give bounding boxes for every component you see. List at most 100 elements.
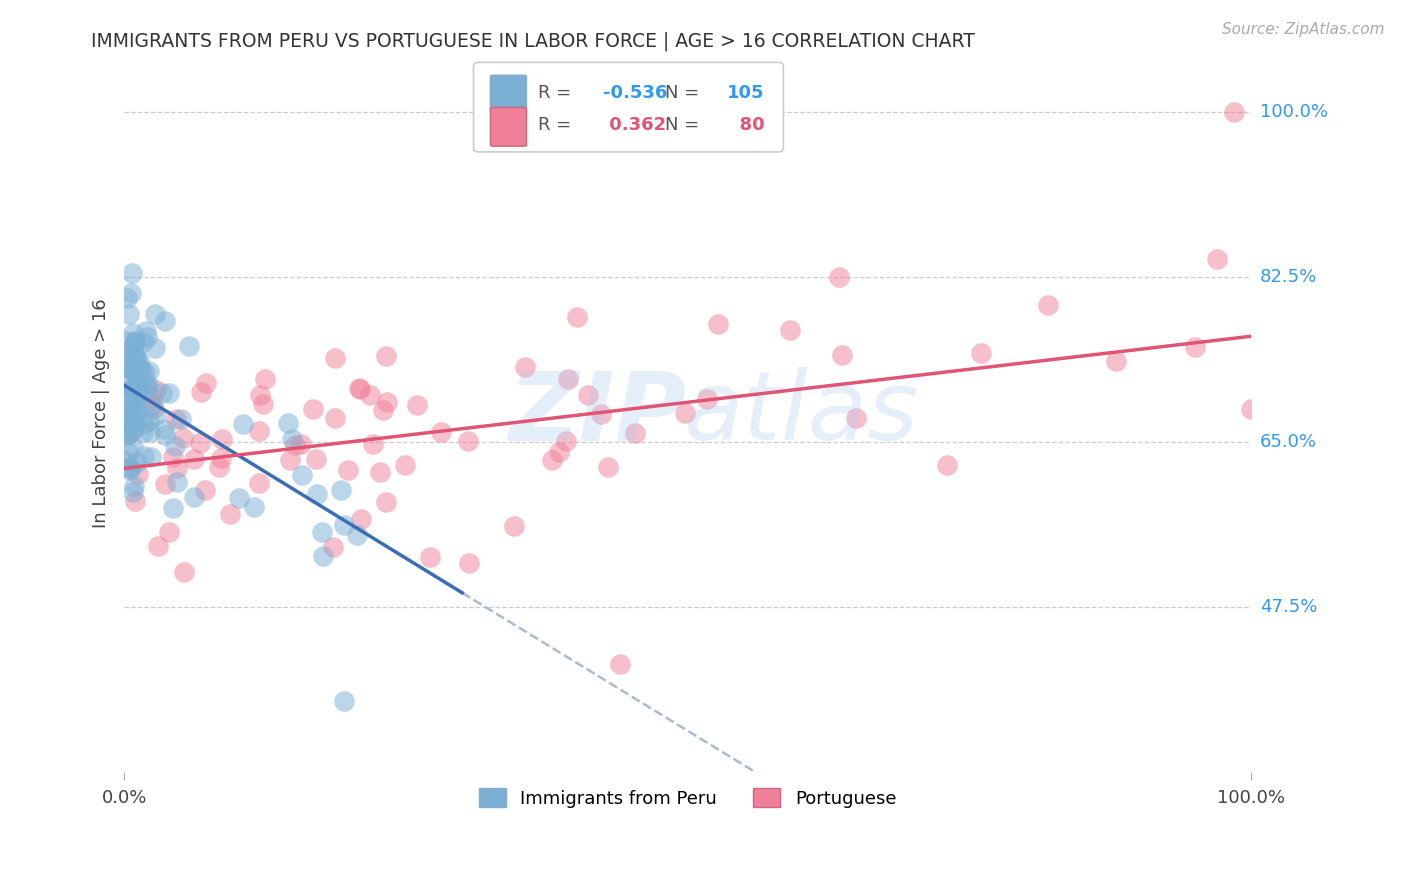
Point [122, 420, 145, 434]
Point [118, 400, 141, 414]
Point [349, 381, 371, 395]
Point [141, 398, 163, 412]
Point [122, 485, 145, 500]
Point [139, 425, 162, 439]
Point [208, 459, 231, 474]
Point [125, 389, 148, 403]
Text: Source: ZipAtlas.com: Source: ZipAtlas.com [1222, 22, 1385, 37]
Point [122, 326, 145, 340]
Point [159, 385, 181, 400]
Point [541, 453, 564, 467]
Point [323, 411, 346, 425]
Point [150, 385, 173, 400]
Point [118, 460, 141, 475]
Point [121, 417, 143, 431]
Point [129, 384, 152, 399]
Point [117, 444, 139, 458]
Text: 47.5%: 47.5% [1260, 598, 1317, 616]
Point [363, 437, 385, 451]
Point [135, 324, 157, 338]
Point [373, 403, 395, 417]
Point [136, 330, 159, 344]
Point [122, 416, 145, 430]
Point [125, 455, 148, 469]
Point [247, 475, 270, 490]
Y-axis label: In Labor Force | Age > 16: In Labor Force | Age > 16 [93, 299, 110, 528]
Point [124, 345, 146, 359]
Point [305, 452, 328, 467]
Point [394, 458, 416, 472]
Point [170, 412, 193, 426]
Point [284, 438, 307, 452]
Point [120, 425, 142, 439]
Point [307, 487, 329, 501]
Point [145, 408, 167, 422]
Text: N =: N = [665, 116, 704, 134]
Point [117, 307, 139, 321]
FancyBboxPatch shape [474, 62, 783, 152]
Point [120, 463, 142, 477]
Point [458, 556, 481, 570]
Point [350, 512, 373, 526]
Point [153, 427, 176, 442]
Point [128, 354, 150, 368]
FancyBboxPatch shape [491, 75, 526, 114]
Point [143, 341, 166, 355]
Point [565, 310, 588, 324]
Point [117, 355, 139, 369]
Point [127, 467, 149, 482]
Point [707, 317, 730, 331]
Point [121, 382, 143, 396]
Point [336, 462, 359, 476]
Point [183, 452, 205, 467]
Point [125, 357, 148, 371]
Point [166, 461, 188, 475]
Point [211, 432, 233, 446]
Point [1105, 353, 1128, 368]
Point [121, 364, 143, 378]
Point [1206, 252, 1229, 266]
Point [145, 383, 167, 397]
Text: 105: 105 [727, 84, 765, 103]
Text: -0.536: -0.536 [603, 84, 668, 103]
Point [172, 431, 194, 445]
Point [115, 403, 138, 417]
Point [122, 440, 145, 454]
Point [346, 528, 368, 542]
Point [555, 434, 578, 449]
Point [249, 388, 271, 402]
Point [117, 408, 139, 422]
Point [117, 425, 139, 440]
Point [598, 460, 620, 475]
Point [132, 425, 155, 439]
Point [114, 389, 136, 403]
Point [243, 500, 266, 515]
Point [114, 393, 136, 408]
Point [349, 382, 371, 396]
Point [281, 432, 304, 446]
Point [696, 392, 718, 407]
Point [252, 397, 274, 411]
Point [124, 376, 146, 390]
Point [136, 377, 159, 392]
Point [118, 382, 141, 396]
Point [114, 359, 136, 374]
Point [127, 351, 149, 366]
Point [122, 479, 145, 493]
Point [136, 381, 159, 395]
Point [323, 351, 346, 366]
Point [135, 376, 157, 391]
Point [290, 437, 312, 451]
Point [118, 375, 141, 389]
Point [609, 657, 631, 671]
Point [127, 378, 149, 392]
Point [828, 270, 851, 285]
Point [190, 385, 212, 400]
Point [124, 388, 146, 402]
Point [291, 467, 314, 482]
Point [114, 343, 136, 358]
Point [173, 566, 195, 580]
Point [845, 410, 868, 425]
Point [194, 376, 217, 391]
Point [969, 346, 991, 360]
